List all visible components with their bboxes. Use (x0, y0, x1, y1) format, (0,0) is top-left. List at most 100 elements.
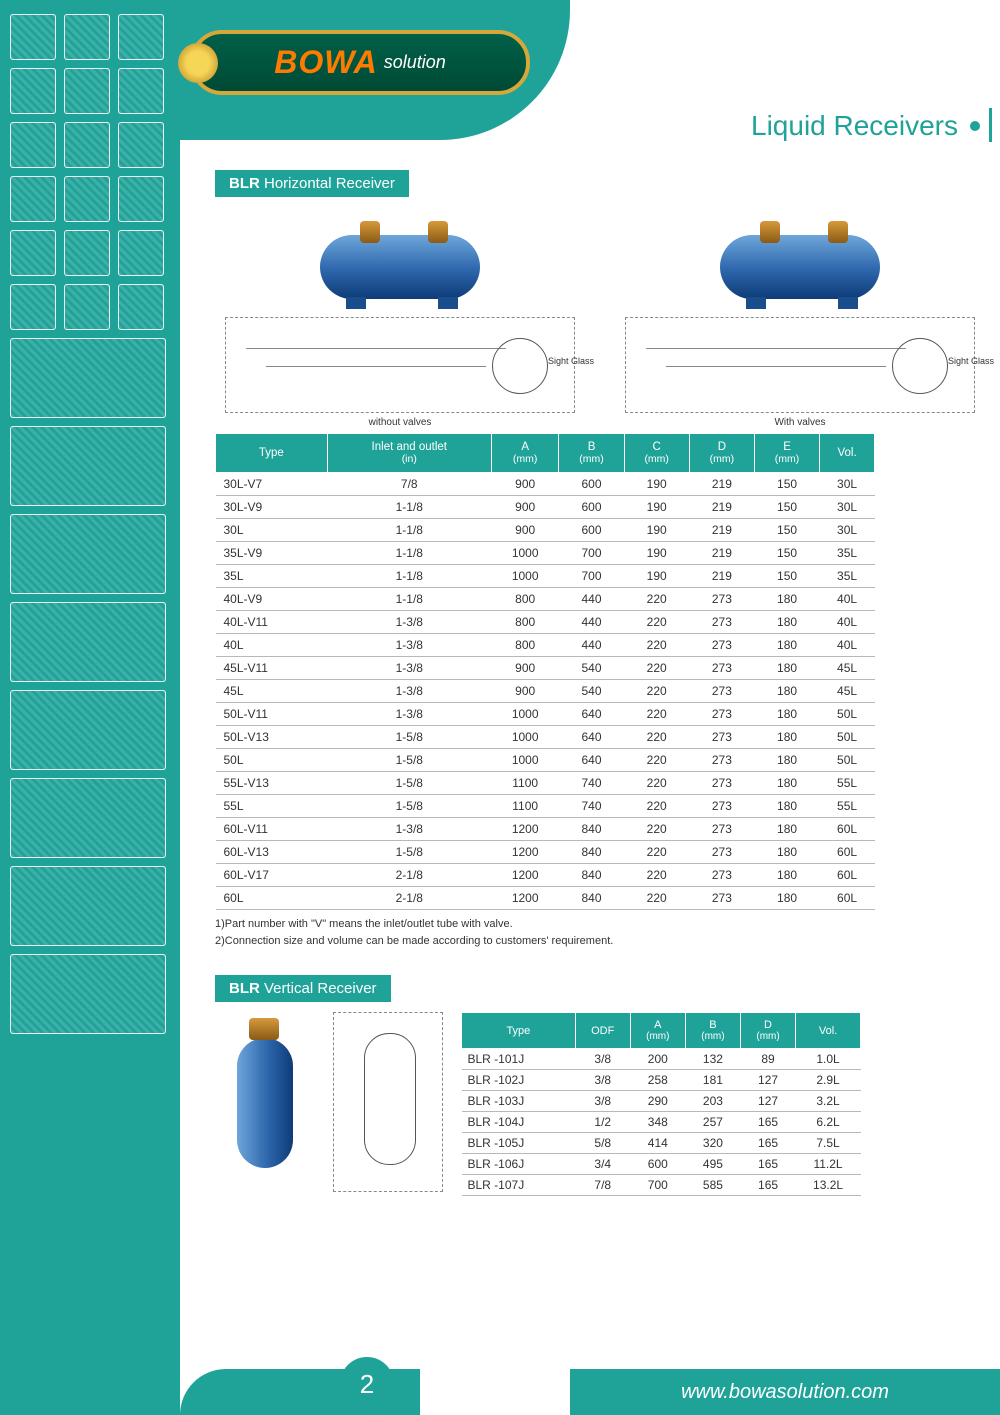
table-cell: 180 (754, 680, 819, 703)
title-rule-decor (989, 108, 992, 142)
table-cell: 1-5/8 (327, 726, 491, 749)
table-row: 45L-V111-3/890054022027318045L (216, 657, 875, 680)
table-cell: 2-1/8 (327, 864, 491, 887)
note-line: 1)Part number with "V" means the inlet/o… (215, 916, 985, 933)
vertical-receiver-row: TypeODFA(mm)B(mm)D(mm)Vol.BLR -101J3/820… (215, 1012, 985, 1196)
table-cell: 600 (559, 519, 624, 542)
table-cell: 50L-V11 (216, 703, 328, 726)
engineering-drawing-left: Sight Glass without valves (225, 317, 575, 413)
table-cell: 30L (820, 473, 875, 496)
valve-icon (828, 221, 848, 243)
table-cell: 35L (820, 565, 875, 588)
column-header: C(mm) (624, 434, 689, 473)
product-icon-large (10, 426, 166, 506)
table-cell: 40L (820, 588, 875, 611)
horizontal-receiver-images: Sight Glass without valves Sight Glass W… (215, 215, 985, 413)
column-header: B(mm) (559, 434, 624, 473)
table-cell: 3/8 (575, 1049, 630, 1070)
table-cell: 440 (559, 588, 624, 611)
horizontal-receiver-table: TypeInlet and outlet(in)A(mm)B(mm)C(mm)D… (215, 433, 875, 910)
table-cell: 219 (689, 473, 754, 496)
product-icon-large (10, 602, 166, 682)
table-cell: 220 (624, 680, 689, 703)
end-view-circle (892, 338, 948, 394)
table-cell: BLR -102J (462, 1070, 576, 1091)
product-icon (10, 284, 56, 330)
table-cell: 45L (820, 680, 875, 703)
table-cell: 5/8 (575, 1133, 630, 1154)
table-cell: 3/4 (575, 1154, 630, 1175)
table-cell: 7.5L (796, 1133, 861, 1154)
table-cell: 220 (624, 726, 689, 749)
table-cell: 190 (624, 519, 689, 542)
table-cell: 900 (491, 519, 559, 542)
table-row: 40L-V91-1/880044022027318040L (216, 588, 875, 611)
table-cell: 60L (216, 887, 328, 910)
column-header: A(mm) (491, 434, 559, 473)
table-cell: 320 (685, 1133, 740, 1154)
table-cell: 740 (559, 772, 624, 795)
table-cell: 1100 (491, 772, 559, 795)
table-cell: 190 (624, 473, 689, 496)
product-icon (10, 176, 56, 222)
table-cell: 900 (491, 657, 559, 680)
table-cell: 181 (685, 1070, 740, 1091)
product-icon (10, 122, 56, 168)
table-cell: 1-1/8 (327, 588, 491, 611)
table-cell: 273 (689, 818, 754, 841)
page-title: Liquid Receivers (751, 110, 980, 142)
table-cell: 219 (689, 496, 754, 519)
table-cell: 35L (216, 565, 328, 588)
table-cell: 3/8 (575, 1070, 630, 1091)
table-cell: BLR -104J (462, 1112, 576, 1133)
table-cell: 600 (559, 496, 624, 519)
product-icon (64, 284, 110, 330)
table-cell: 640 (559, 749, 624, 772)
table-cell: 11.2L (796, 1154, 861, 1175)
section-badge: BLR Vertical Receiver (215, 975, 391, 1002)
table-row: BLR -103J3/82902031273.2L (462, 1091, 861, 1112)
table-row: 60L-V111-3/8120084022027318060L (216, 818, 875, 841)
foot-icon (746, 297, 766, 309)
table-cell: 1200 (491, 818, 559, 841)
table-cell: 1.0L (796, 1049, 861, 1070)
table-cell: 1-3/8 (327, 634, 491, 657)
table-notes: 1)Part number with "V" means the inlet/o… (215, 916, 985, 949)
product-icon-large (10, 690, 166, 770)
column-header: Inlet and outlet(in) (327, 434, 491, 473)
table-cell: 30L (820, 496, 875, 519)
product-icon (118, 68, 164, 114)
table-row: 60L-V172-1/8120084022027318060L (216, 864, 875, 887)
table-row: BLR -105J5/84143201657.5L (462, 1133, 861, 1154)
table-row: 35L1-1/8100070019021915035L (216, 565, 875, 588)
valve-icon (360, 221, 380, 243)
brand-suffix: solution (384, 52, 446, 73)
table-cell: 840 (559, 864, 624, 887)
product-icon-large (10, 954, 166, 1034)
table-cell: 220 (624, 818, 689, 841)
drawing-caption: With valves (626, 417, 974, 428)
image-col-right: Sight Glass With valves (615, 215, 985, 413)
table-cell: 3.2L (796, 1091, 861, 1112)
table-cell: 1000 (491, 726, 559, 749)
table-cell: 219 (689, 519, 754, 542)
image-col-left: Sight Glass without valves (215, 215, 585, 413)
table-cell: 900 (491, 496, 559, 519)
badge-sub: Vertical Receiver (264, 980, 377, 997)
table-cell: 1-3/8 (327, 680, 491, 703)
tank-3d-without-valves (310, 215, 490, 311)
table-row: 45L1-3/890054022027318045L (216, 680, 875, 703)
product-icon (118, 176, 164, 222)
table-cell: 180 (754, 588, 819, 611)
table-cell: 180 (754, 864, 819, 887)
table-cell: 1-1/8 (327, 565, 491, 588)
table-cell: 180 (754, 818, 819, 841)
column-header: D(mm) (689, 434, 754, 473)
table-cell: 203 (685, 1091, 740, 1112)
table-cell: 273 (689, 657, 754, 680)
table-cell: 30L (820, 519, 875, 542)
table-row: 55L-V131-5/8110074022027318055L (216, 772, 875, 795)
table-cell: 540 (559, 657, 624, 680)
table-cell: 2.9L (796, 1070, 861, 1091)
table-cell: 640 (559, 726, 624, 749)
